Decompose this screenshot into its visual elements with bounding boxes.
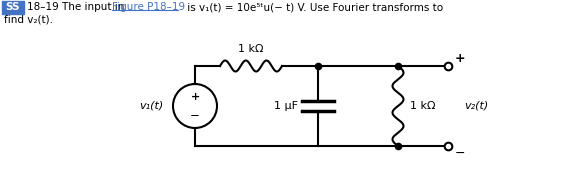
Text: SS: SS [6,2,20,12]
FancyBboxPatch shape [2,1,24,14]
Text: −: − [455,146,465,159]
Text: 18–19 The input in: 18–19 The input in [27,2,127,12]
Text: is v₁(t) = 10e⁵ᵗu(− t) V. Use Fourier transforms to: is v₁(t) = 10e⁵ᵗu(− t) V. Use Fourier tr… [184,2,443,12]
Text: v₁(t): v₁(t) [139,101,163,111]
Text: v₂(t): v₂(t) [464,101,488,111]
Text: 1 μF: 1 μF [274,101,298,111]
Text: +: + [455,52,466,65]
Text: −: − [190,108,200,121]
Text: Figure P18–19: Figure P18–19 [112,2,185,12]
Text: find v₂(t).: find v₂(t). [4,15,53,25]
Text: +: + [191,92,200,102]
Text: 1 kΩ: 1 kΩ [410,101,435,111]
Text: 1 kΩ: 1 kΩ [238,44,264,54]
